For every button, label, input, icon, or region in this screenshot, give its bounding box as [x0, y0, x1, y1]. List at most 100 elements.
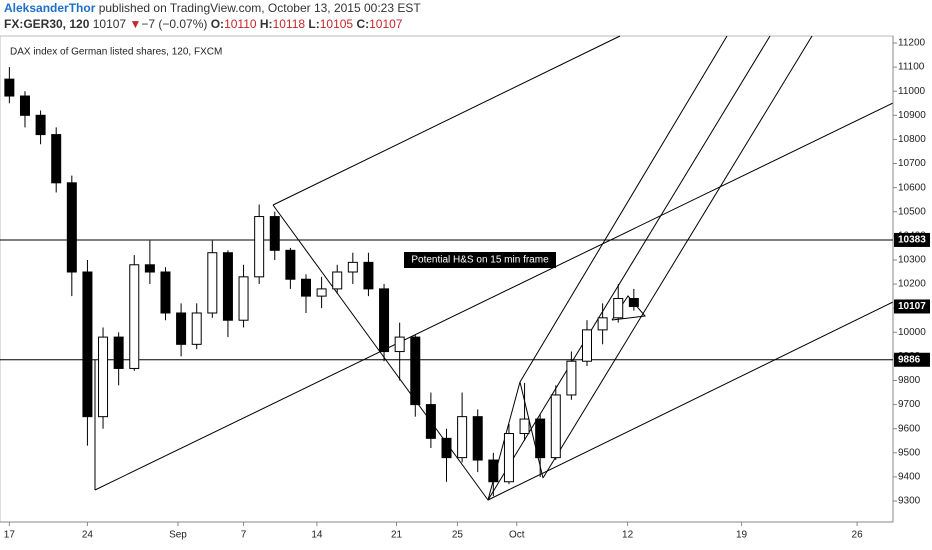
candle-body	[488, 459, 499, 483]
y-tick-label: 9600	[898, 423, 921, 434]
candle-body	[597, 317, 608, 331]
c-label: C:	[356, 17, 370, 31]
price-line-box	[894, 232, 930, 247]
y-tick-label: 10000	[898, 327, 926, 338]
candle-body	[519, 418, 530, 435]
trend-line	[94, 102, 894, 491]
candle-body	[363, 261, 374, 290]
y-tick-label: 10200	[898, 279, 926, 290]
y-tick-label: 10700	[898, 158, 926, 169]
candle-body	[410, 336, 421, 406]
y-tick-label: 11100	[898, 62, 925, 73]
header-line2: FX:GER30, 120 10107 ▼−7 (−0.07%) O:10110…	[4, 16, 421, 32]
x-tick-label: 14	[311, 530, 323, 541]
last-price-label: 10107	[898, 301, 926, 312]
pitchfork	[542, 35, 813, 479]
y-tick-label: 10600	[898, 182, 926, 193]
header-line1: AleksanderThor published on TradingView.…	[4, 0, 421, 16]
candle-body	[535, 418, 546, 459]
candle-body	[66, 182, 77, 273]
symbol: FX:GER30, 120	[4, 17, 90, 31]
y-tick-label: 9800	[898, 375, 921, 386]
close: 10107	[369, 17, 403, 31]
x-tick-label: 21	[391, 530, 403, 541]
trend-line	[487, 301, 894, 501]
candle-body	[98, 336, 109, 418]
candle-body	[472, 416, 483, 461]
candle-body	[316, 288, 327, 297]
candle-body	[129, 264, 140, 369]
pitchfork	[487, 35, 771, 501]
trend-line	[272, 35, 621, 206]
annotation-box	[404, 252, 556, 268]
high: 10118	[272, 17, 306, 31]
arrow: ▼	[129, 17, 142, 31]
candle-body	[379, 288, 390, 353]
x-tick-label: 25	[452, 530, 464, 541]
candle-body	[285, 249, 296, 280]
candle-body	[238, 276, 249, 321]
o-label: O:	[210, 17, 225, 31]
l-label: L:	[308, 17, 320, 31]
x-tick-label: 19	[736, 530, 748, 541]
candle-body	[4, 78, 15, 97]
candle-body	[347, 261, 358, 273]
change: −7 (−0.07%)	[141, 17, 208, 31]
candle-body	[254, 216, 265, 278]
candle-body	[51, 134, 62, 184]
y-tick-label: 9500	[898, 447, 921, 458]
y-tick-label: 11000	[898, 86, 926, 97]
candle-body	[35, 114, 46, 136]
candle-body	[191, 312, 202, 345]
candle-body	[628, 298, 639, 307]
y-tick-label: 10800	[898, 134, 926, 145]
candle-body	[566, 360, 577, 396]
price-line-box	[894, 352, 930, 367]
x-tick-label: 24	[82, 530, 94, 541]
candle-body	[82, 271, 93, 418]
price-line-label: 9886	[898, 354, 921, 365]
candle-body	[19, 95, 30, 116]
candle-body	[332, 271, 343, 290]
author[interactable]: AleksanderThor	[4, 1, 96, 15]
candle-body	[613, 298, 624, 319]
candle-body	[144, 264, 155, 273]
price-line-label: 10383	[898, 235, 926, 246]
candle-body	[300, 278, 311, 297]
candle-body	[503, 433, 514, 483]
pitchfork	[519, 35, 728, 383]
candle-body	[550, 394, 561, 459]
annotation: Potential H&S on 15 min frame	[411, 255, 549, 266]
candle-body	[269, 216, 280, 251]
candle-body	[582, 329, 593, 362]
low: 10105	[319, 17, 354, 31]
candle-body	[160, 271, 171, 314]
candle-body	[113, 336, 124, 369]
header: AleksanderThor published on TradingView.…	[4, 0, 421, 32]
candle-body	[176, 312, 187, 345]
candle-body	[394, 336, 405, 353]
y-tick-label: 10500	[898, 206, 926, 217]
x-tick-label: Oct	[509, 530, 525, 541]
x-tick-label: 12	[622, 530, 634, 541]
candle-body	[207, 252, 218, 314]
open: 10110	[224, 17, 257, 31]
price: 10107	[92, 17, 127, 31]
y-tick-label: 9700	[898, 399, 921, 410]
x-tick-label: 17	[4, 530, 16, 541]
pitchfork	[519, 381, 544, 479]
candle-body	[425, 404, 436, 439]
x-tick-label: Sep	[169, 530, 187, 541]
y-tick-label: 10300	[898, 255, 926, 266]
y-tick-label: 10900	[898, 110, 926, 121]
candle-body	[441, 437, 452, 459]
x-tick-label: 26	[852, 530, 864, 541]
published: published on TradingView.com, October 13…	[98, 1, 421, 15]
candle-body	[457, 416, 468, 459]
y-tick-label: 9300	[898, 496, 921, 507]
y-tick-label: 9400	[898, 472, 921, 483]
y-tick-label: 11200	[898, 38, 926, 49]
trend-line	[272, 204, 489, 501]
